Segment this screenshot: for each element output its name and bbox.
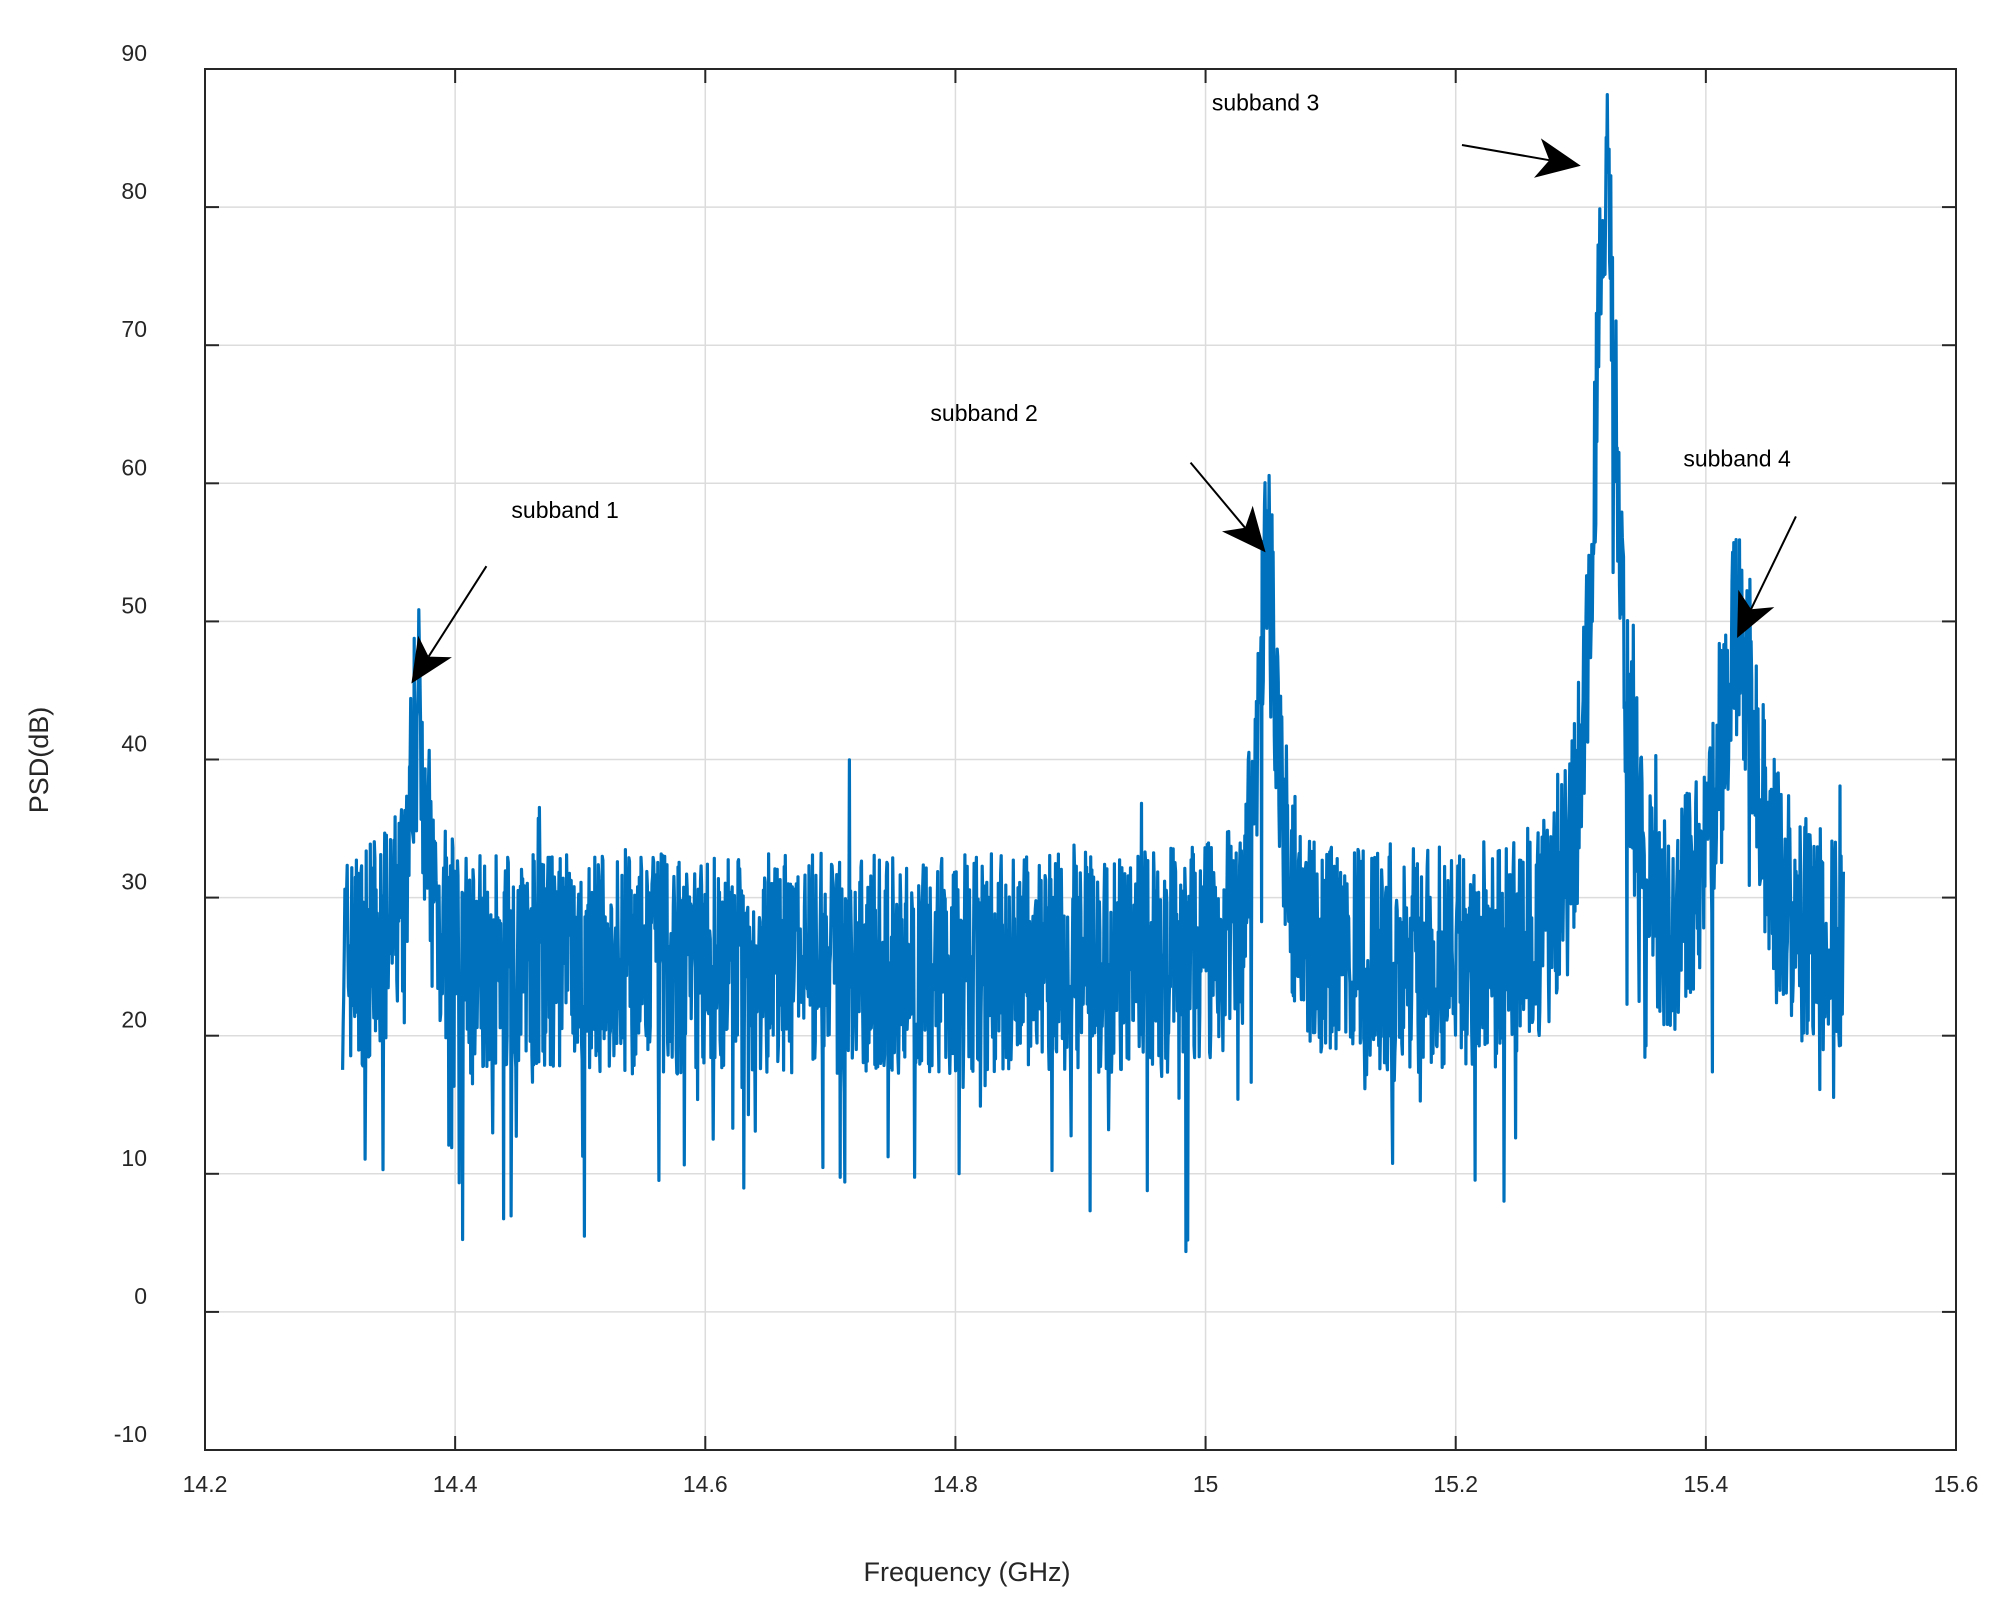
annotation-label-4: subband 4	[1683, 446, 1791, 472]
annotation-arrow-shaft-1	[427, 565, 488, 658]
annotation-label-2: subband 2	[930, 400, 1037, 426]
x-tick-label: 15	[1193, 1471, 1219, 1497]
annotation-arrow-head-3	[1534, 138, 1581, 178]
y-tick-label: 0	[134, 1283, 147, 1309]
annotation-arrow-shaft-3	[1461, 143, 1550, 162]
annotation-arrow-shaft-2	[1189, 461, 1246, 529]
x-tick-label: 15.4	[1683, 1471, 1728, 1497]
annotations: subband 1 subband 2 subband 3 subband 4	[411, 89, 1797, 684]
y-axis-title: PSD(dB)	[24, 707, 54, 814]
y-tick-label: 80	[121, 178, 147, 204]
annotation-label-1: subband 1	[511, 497, 618, 523]
y-tick-label: 70	[121, 316, 147, 342]
x-tick-label: 15.6	[1934, 1471, 1979, 1497]
x-tick-label: 14.6	[683, 1471, 728, 1497]
y-tick-label: 20	[121, 1007, 147, 1033]
y-tick-label: 60	[121, 454, 147, 480]
annotation-arrow-head-4	[1737, 589, 1775, 638]
y-tick-label: 50	[121, 592, 147, 618]
x-tick-label: 14.2	[183, 1471, 228, 1497]
series-psd	[341, 93, 1845, 1254]
annotation-arrow-shaft-4	[1750, 516, 1797, 610]
annotation-label-3: subband 3	[1212, 89, 1319, 115]
x-axis-title: Frequency (GHz)	[863, 1557, 1070, 1587]
annotation-arrow-head-1	[411, 635, 452, 684]
y-tick-label: 10	[121, 1145, 147, 1171]
y-tick-label: 90	[121, 40, 147, 66]
x-tick-label: 14.8	[933, 1471, 978, 1497]
ticks: 14.2 14.4 14.6 14.8 15 15.2 15.4 15.6 -10 0 10 20 30…	[114, 40, 1979, 1497]
y-tick-label: 40	[121, 731, 147, 757]
x-tick-label: 14.4	[433, 1471, 478, 1497]
x-tick-label: 15.2	[1433, 1471, 1478, 1497]
y-tick-label: -10	[114, 1421, 147, 1447]
annotation-arrow-head-2	[1222, 505, 1266, 553]
y-tick-label: 30	[121, 869, 147, 895]
psd-line	[341, 93, 1845, 1254]
